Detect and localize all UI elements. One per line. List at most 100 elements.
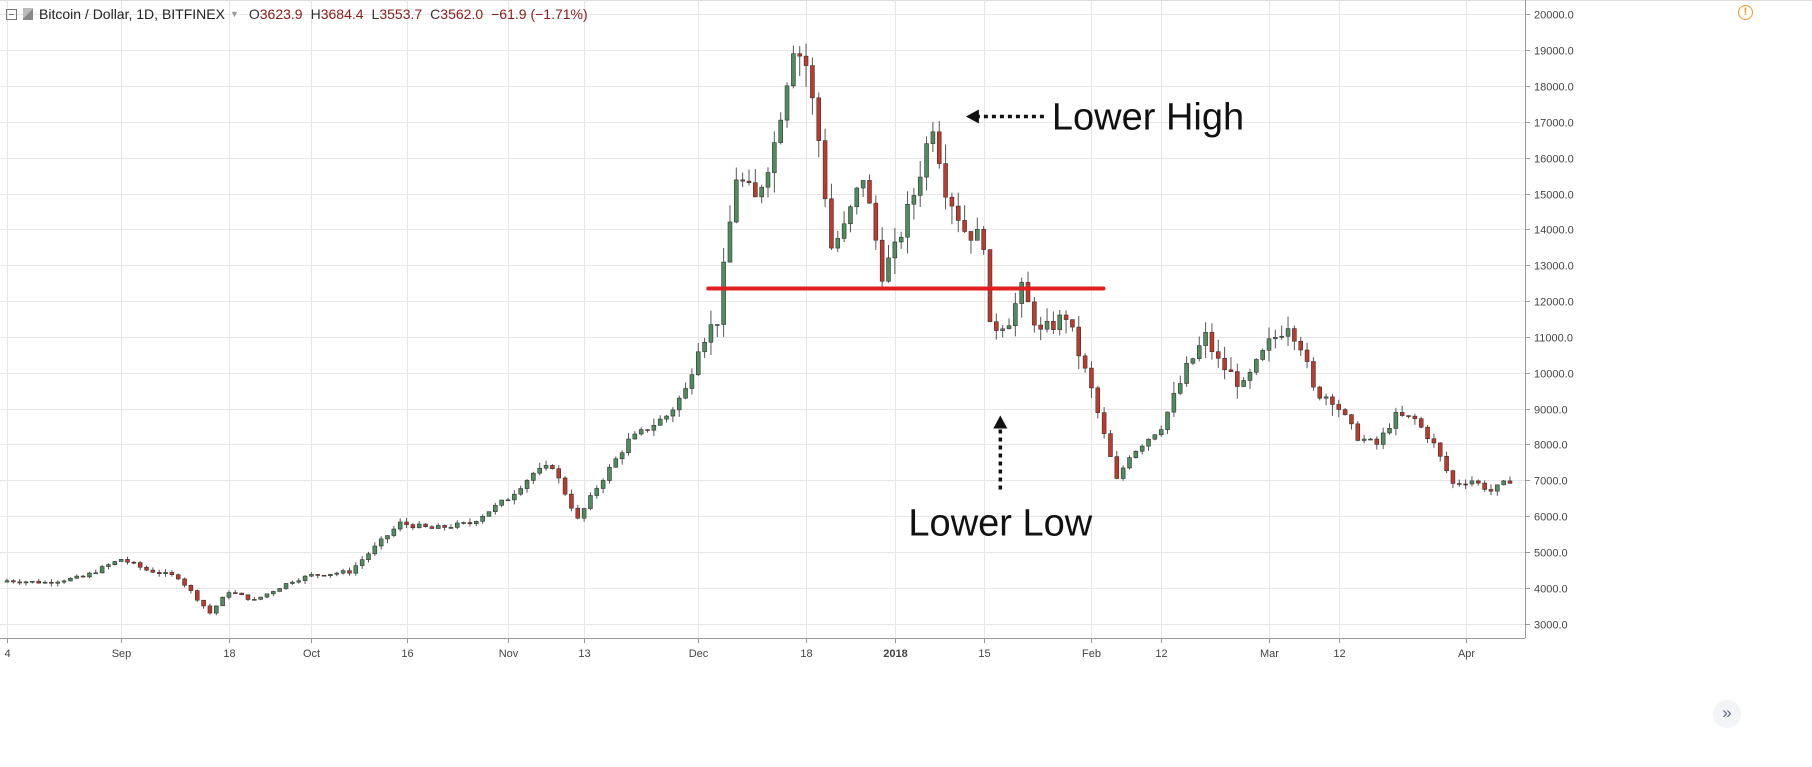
candle [1203, 322, 1208, 358]
symbol-caret-icon[interactable]: ▼ [229, 9, 239, 19]
candle-body [797, 53, 802, 57]
candle-body [1476, 480, 1481, 484]
candle-body [258, 596, 263, 600]
candle [1399, 405, 1405, 417]
candle-body [512, 493, 517, 501]
candle [892, 228, 898, 274]
candle [49, 579, 54, 587]
candle-body [416, 523, 422, 529]
candle [1431, 433, 1437, 448]
close-label: C [430, 6, 441, 22]
price-tick-label: 4000.0 [1534, 584, 1568, 596]
candle-body [1279, 335, 1284, 338]
candle-body [848, 206, 853, 225]
price-tick-label: 3000.0 [1534, 620, 1568, 632]
candle [651, 418, 657, 436]
candle-body [194, 590, 200, 601]
candle-body [1393, 412, 1399, 429]
candle-body [226, 592, 232, 598]
candle-body [1469, 480, 1475, 485]
candle-body [1368, 438, 1373, 441]
candle [1349, 414, 1354, 430]
high-value: 3684.4 [320, 6, 364, 22]
lower-high-arrow-head [965, 109, 979, 124]
price-tick-label: 12000.0 [1534, 297, 1574, 309]
candle [1387, 423, 1392, 435]
candle-body [803, 55, 809, 66]
candle [1298, 336, 1303, 356]
candle [810, 57, 815, 115]
candle [715, 324, 720, 338]
candle-body [328, 573, 333, 577]
scroll-to-realtime-button[interactable]: » [1713, 700, 1741, 728]
candle [765, 167, 771, 198]
price-tick-label: 7000.0 [1534, 476, 1568, 488]
candle-body [252, 598, 257, 601]
candle-body [1317, 386, 1323, 399]
candle-body [924, 143, 929, 178]
candle [30, 580, 35, 584]
candle [1177, 375, 1183, 396]
candle [1114, 451, 1120, 480]
candle-body [315, 574, 321, 576]
candle [1076, 315, 1082, 370]
candle [613, 456, 619, 468]
candle [1120, 465, 1126, 481]
candle-body [1437, 442, 1443, 457]
candle-body [1444, 455, 1449, 472]
candle [664, 414, 669, 423]
candle [619, 450, 625, 465]
candle [898, 231, 904, 249]
candle-body [1463, 483, 1468, 486]
candle-body [734, 179, 739, 223]
candle [987, 249, 993, 323]
candle [493, 502, 498, 515]
candle-body [1266, 338, 1272, 351]
candle [854, 186, 860, 215]
candle [442, 524, 447, 531]
price-tick-label: 14000.0 [1534, 225, 1574, 237]
candle-body [448, 527, 454, 529]
candle [11, 579, 16, 584]
candle [1463, 479, 1468, 490]
candle [1279, 325, 1284, 340]
candle-body [150, 569, 156, 573]
candle [194, 589, 200, 602]
symbol-title[interactable]: Bitcoin / Dollar, 1D, BITFINEX [39, 6, 225, 22]
candle-body [607, 466, 612, 481]
candle-body [1425, 426, 1430, 440]
candle-body [1209, 332, 1215, 352]
candle-body [886, 257, 891, 282]
candle [1456, 479, 1462, 487]
warning-icon[interactable]: ! [1738, 5, 1753, 20]
candle-body [1501, 480, 1506, 486]
candle-body [1152, 434, 1158, 440]
candle-body [220, 596, 225, 607]
candle [930, 122, 936, 152]
candle [1196, 336, 1202, 362]
candle-body [867, 180, 872, 204]
candle [702, 337, 707, 358]
candle-body [1165, 411, 1170, 430]
candle [936, 121, 942, 169]
candle [397, 518, 403, 532]
candle [917, 160, 923, 207]
candle [1158, 425, 1164, 437]
candle [734, 167, 739, 224]
candle [1000, 325, 1005, 338]
collapse-legend-icon[interactable] [6, 8, 17, 20]
candle [1285, 316, 1291, 347]
time-tick-label: 4 [4, 648, 10, 660]
candle [486, 511, 492, 517]
candle-body [290, 581, 295, 584]
candle [182, 577, 187, 588]
candle-body [531, 472, 536, 481]
price-tick-label: 20000.0 [1534, 10, 1574, 22]
candle-body [1304, 349, 1310, 362]
chart-grid [0, 0, 1812, 638]
candle [1006, 318, 1012, 330]
candle [1146, 438, 1151, 451]
candle [1254, 358, 1259, 376]
candle-body [841, 223, 847, 239]
